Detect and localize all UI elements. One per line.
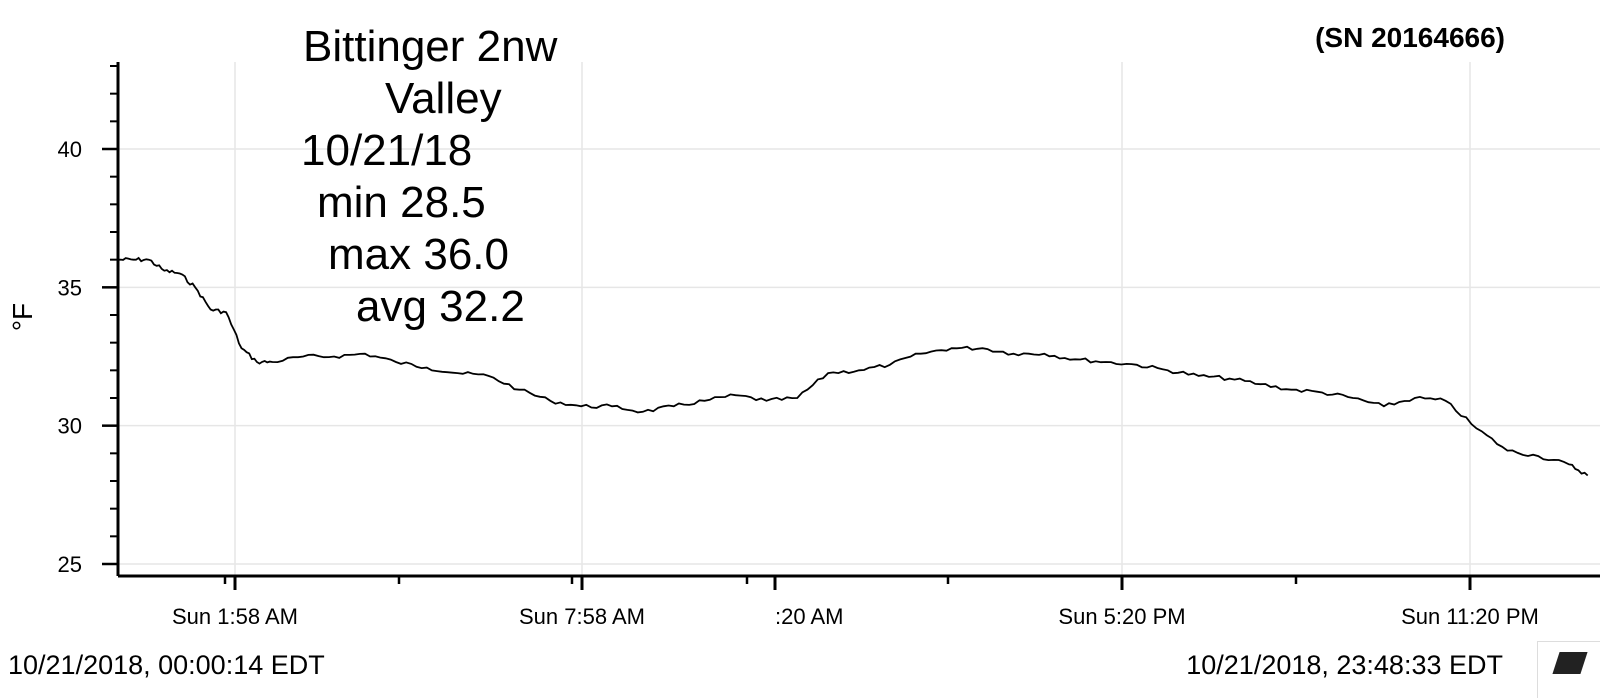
avg-temperature: avg 32.2 xyxy=(356,282,525,331)
x-tick-label: Sun 1:58 AM xyxy=(172,604,298,629)
corner-logo-icon xyxy=(1537,641,1600,698)
y-tick-label: 35 xyxy=(58,275,82,300)
start-timestamp: 10/21/2018, 00:00:14 EDT xyxy=(8,650,325,680)
serial-number: (SN 20164666) xyxy=(1315,22,1505,53)
end-timestamp: 10/21/2018, 23:48:33 EDT xyxy=(1186,650,1503,680)
temperature-series-line xyxy=(117,256,1589,477)
chart-grid xyxy=(118,62,1600,576)
station-name: Bittinger 2nw xyxy=(303,22,558,71)
station-location: Valley xyxy=(385,74,502,123)
x-axis-ticks: Sun 1:58 AM Sun 7:58 AM :20 AM Sun 5:20 PM S… xyxy=(172,576,1539,629)
max-temperature: max 36.0 xyxy=(328,230,509,279)
x-tick-label: Sun 7:58 AM xyxy=(519,604,645,629)
y-tick-label: 40 xyxy=(58,137,82,162)
min-temperature: min 28.5 xyxy=(317,178,486,227)
y-tick-label: 30 xyxy=(58,414,82,439)
x-tick-label: :20 AM xyxy=(775,604,843,629)
x-tick-label: Sun 11:20 PM xyxy=(1401,604,1539,629)
y-axis-ticks: 25 30 35 40 xyxy=(58,65,118,577)
y-axis-label: °F xyxy=(7,303,38,331)
chart-date: 10/21/18 xyxy=(301,126,473,175)
x-tick-label: Sun 5:20 PM xyxy=(1058,604,1185,629)
y-tick-label: 25 xyxy=(58,552,82,577)
